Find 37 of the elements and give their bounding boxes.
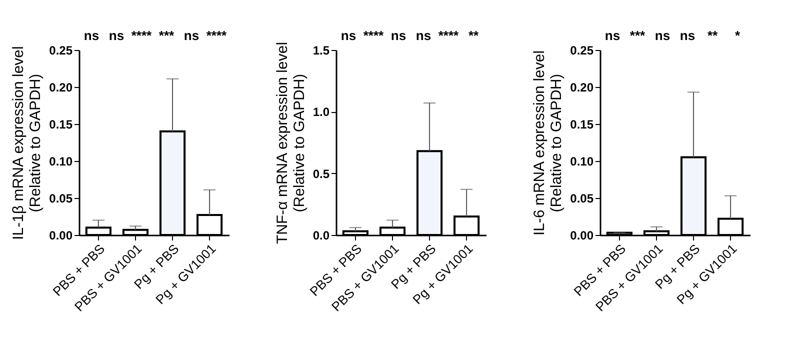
text: ****: [363, 28, 385, 43]
y-tick-label: 1.0: [312, 105, 330, 120]
y-tick-label: 0.20: [570, 80, 594, 94]
text: ***: [158, 28, 176, 43]
y-tick-label: 0.15: [49, 118, 73, 132]
y-axis-title: IL-1β mRNA expression level (Relative to GAPDH): [10, 46, 44, 240]
y-tick-label: 0.5: [312, 166, 330, 181]
text: ns: [654, 28, 670, 43]
y-tick-label: 0.10: [49, 154, 73, 168]
text: *: [734, 28, 741, 43]
y-tick-label: 0.00: [570, 228, 594, 242]
y-tick-label: 0.25: [49, 44, 73, 58]
text: ns: [390, 28, 406, 43]
y-tick-label: 0.20: [49, 80, 73, 94]
y-tick-label: 0.0: [312, 228, 330, 242]
text: ns: [680, 28, 696, 43]
text: ns: [340, 28, 356, 43]
y-axis-title: IL-6 mRNA expression level (Relative to GAPDH): [531, 50, 566, 236]
text: ****: [131, 28, 153, 43]
text: ns: [604, 28, 620, 43]
text: ns: [184, 28, 200, 43]
text: ns: [108, 28, 124, 43]
text: **: [468, 28, 480, 43]
y-tick-label: 0.05: [49, 192, 73, 206]
text: **: [707, 28, 718, 43]
y-tick-label: 0.05: [570, 192, 594, 206]
text: ns: [84, 28, 100, 43]
text: ns: [416, 28, 432, 43]
y-tick-label: 1.5: [312, 44, 330, 58]
y-tick-label: 0.25: [570, 44, 594, 58]
y-axis-title: TNF-α mRNA expression level (Relative to GAPDH): [274, 42, 308, 244]
text: ****: [438, 28, 460, 43]
y-tick-label: 0.15: [570, 118, 594, 132]
y-tick-label: 0.10: [570, 154, 594, 168]
y-tick-label: 0.00: [49, 228, 73, 242]
text: ****: [206, 28, 228, 43]
text: ***: [630, 28, 646, 43]
